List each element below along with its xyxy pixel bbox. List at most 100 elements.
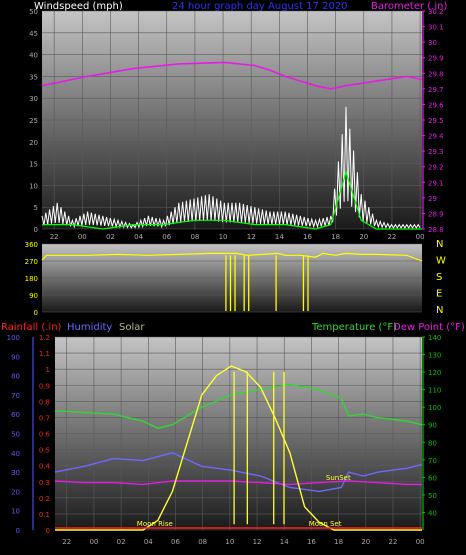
rain-y-tick-label: 0.2 [39,495,50,503]
humidity-legend: Humidity [67,322,112,333]
rain-y-tick-label: 0 [46,527,50,535]
wind-y-tick-label: 45 [29,30,38,38]
temp-y-tick-label: 90 [428,422,437,430]
wind-y-tick-label: 25 [29,117,38,125]
rainfall-legend: Rainfall (.in) [1,322,62,333]
sunset-label: SunSet [326,474,351,482]
rain-y-tick-label: 0.3 [39,479,50,487]
temp-x-tick-label: 04 [144,538,153,546]
compass-label: E [436,289,442,300]
solar-legend: Solar [119,322,145,333]
baro-y-tick-label: 28.8 [428,226,444,234]
page-title: 24 hour graph day August 17 2020 [172,1,348,12]
moon-set-label: Moon Set [309,520,342,528]
humidity-y-tick-label: 30 [11,469,20,477]
temp-x-tick-label: 20 [361,538,370,546]
wind-x-tick-label: 14 [275,233,284,241]
temp-x-tick-label: 08 [198,538,207,546]
rain-y-tick-label: 0.8 [39,398,50,406]
wind-x-tick-label: 20 [359,233,368,241]
temp-x-tick-label: 12 [253,538,262,546]
baro-y-tick-label: 30 [428,39,437,47]
humidity-y-tick-label: 40 [11,450,20,458]
temp-y-tick-label: 140 [428,334,441,342]
wind-x-tick-label: 00 [78,233,87,241]
wind-y-tick-label: 20 [29,139,38,147]
temp-x-tick-label: 00 [89,538,98,546]
compass-label: N [436,305,443,316]
dewpoint-legend: Dew Point (°F) [393,322,465,333]
barometer-series [41,61,423,90]
baro-y-tick-label: 29.5 [428,117,444,125]
humidity-y-tick-label: 60 [11,411,20,419]
wind-y-tick-label: 50 [29,8,38,16]
wind-y-tick-label: 30 [29,95,38,103]
humidity-y-tick-label: 20 [11,488,20,496]
rain-y-tick-label: 1.2 [39,334,50,342]
wind-y-tick-label: 10 [29,182,38,190]
baro-y-tick-label: 29.4 [428,133,444,141]
temp-y-tick-label: 100 [428,404,441,412]
barometer-label: Barometer (.in) [371,1,447,12]
temp-x-tick-label: 16 [307,538,316,546]
wind-y-tick-label: 35 [29,73,38,81]
temp-y-tick-label: 80 [428,439,437,447]
solar-series [55,365,422,531]
rain-y-tick-label: 0.4 [39,463,51,471]
baro-y-tick-label: 30.1 [428,24,444,32]
humidity-y-tick-label: 0 [16,527,20,535]
baro-y-tick-label: 29.1 [428,179,444,187]
wind-direction-series [41,252,423,262]
rain-y-tick-label: 1.1 [39,350,50,358]
temp-x-tick-label: 00 [416,538,425,546]
wind-y-tick-label: 40 [29,52,38,60]
temp-y-tick-label: 70 [428,457,437,465]
temp-y-tick-label: 130 [428,352,441,360]
temperature-series [54,383,423,429]
temperature-legend: Temperature (°F) [311,322,397,333]
moon-rise-label: Moon Rise [137,520,173,528]
wind-x-tick-label: 10 [219,233,228,241]
humidity-y-tick-label: 100 [7,334,20,342]
wind-y-tick-label: 15 [29,161,38,169]
temp-x-tick-label: 18 [334,538,343,546]
humidity-y-tick-label: 10 [11,508,20,516]
compass-label: S [436,272,442,283]
wind-x-tick-label: 00 [416,233,425,241]
wind-x-tick-label: 08 [190,233,199,241]
humidity-y-tick-label: 80 [11,373,20,381]
humidity-y-tick-label: 50 [11,431,20,439]
baro-y-tick-label: 29.8 [428,70,444,78]
temp-y-tick-label: 110 [428,387,441,395]
rain-y-tick-label: 0.9 [39,382,50,390]
dir-y-tick-label: 0 [34,309,38,317]
dir-y-tick-label: 360 [25,241,38,249]
humidity-series [54,452,423,493]
temp-x-tick-label: 02 [117,538,126,546]
baro-y-tick-label: 29.3 [428,148,444,156]
temp-y-tick-label: 120 [428,369,441,377]
wind-x-tick-label: 22 [387,233,396,241]
baro-y-tick-label: 29.2 [428,164,444,172]
dir-y-tick-label: 90 [29,292,38,300]
baro-y-tick-label: 28.9 [428,210,444,218]
dir-y-tick-label: 270 [25,258,38,266]
wind-x-tick-label: 02 [106,233,115,241]
baro-y-tick-label: 29.9 [428,55,444,63]
rain-y-tick-label: 0.5 [39,447,50,455]
wind-y-tick-label: 5 [34,204,38,212]
rain-y-tick-label: 0.6 [39,431,51,439]
humidity-y-tick-label: 90 [11,353,20,361]
temp-x-tick-label: 22 [62,538,71,546]
temp-y-tick-label: 40 [428,509,437,517]
rain-y-tick-label: 1 [46,366,50,374]
humidity-y-tick-label: 70 [11,392,20,400]
dewpoint-series [54,480,422,486]
wind-x-tick-label: 18 [331,233,340,241]
compass-label: N [436,239,443,250]
baro-y-tick-label: 29.6 [428,101,444,109]
wind-x-tick-label: 12 [247,233,256,241]
wind-x-tick-label: 04 [134,233,143,241]
